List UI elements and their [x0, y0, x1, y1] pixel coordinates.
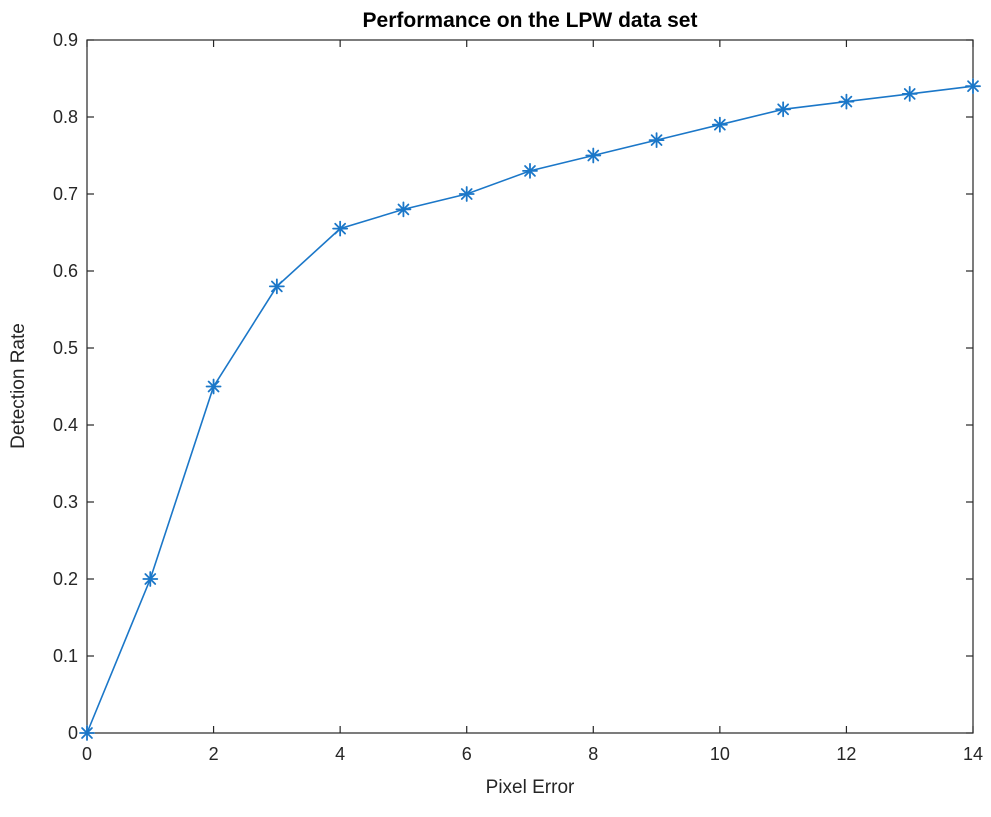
x-tick-label: 14 [963, 744, 983, 764]
x-tick-label: 6 [462, 744, 472, 764]
data-point-marker [458, 186, 475, 202]
data-point-marker [711, 116, 728, 133]
data-point-marker [775, 101, 792, 118]
data-point-marker [648, 132, 665, 149]
data-point-marker [585, 147, 602, 164]
axis-tick-labels: 0 2 4 6 8 10 12 14 0 0.1 0.2 0.3 0.4 0.5 0.6 0.7 0.8 0.9 [53, 30, 983, 764]
data-point-marker [901, 86, 918, 102]
data-point-marker [522, 162, 538, 179]
data-point-marker [332, 220, 349, 237]
plot-area-border [86, 39, 974, 734]
series-line [86, 85, 974, 734]
data-point-marker [268, 278, 285, 295]
y-tick-label: 0.6 [53, 261, 78, 281]
y-tick-label: 0.3 [53, 492, 78, 512]
y-tick-label: 0.5 [53, 338, 78, 358]
x-tick-label: 12 [836, 744, 856, 764]
y-tick-label: 0.7 [53, 184, 78, 204]
data-point-marker [838, 93, 855, 110]
x-tick-label: 4 [335, 744, 345, 764]
y-tick-label: 0.9 [53, 30, 78, 50]
y-tick-label: 0 [68, 723, 78, 743]
data-point-marker [965, 78, 981, 95]
data-point-marker [79, 725, 95, 741]
x-tick-label: 10 [710, 744, 730, 764]
chart-title: Performance on the LPW data set [363, 9, 698, 32]
data-point-marker [142, 571, 159, 587]
x-axis-label: Pixel Error [486, 777, 575, 798]
x-tick-label: 0 [82, 744, 92, 764]
y-axis-label: Detection Rate [8, 323, 29, 449]
y-tick-label: 0.8 [53, 107, 78, 127]
x-tick-label: 8 [588, 744, 598, 764]
data-series [79, 78, 981, 741]
data-point-marker [205, 378, 222, 395]
y-tick-label: 0.2 [53, 569, 78, 589]
y-tick-label: 0.1 [53, 646, 78, 666]
data-point-marker [395, 201, 412, 218]
y-tick-label: 0.4 [53, 415, 78, 435]
x-tick-label: 2 [209, 744, 219, 764]
